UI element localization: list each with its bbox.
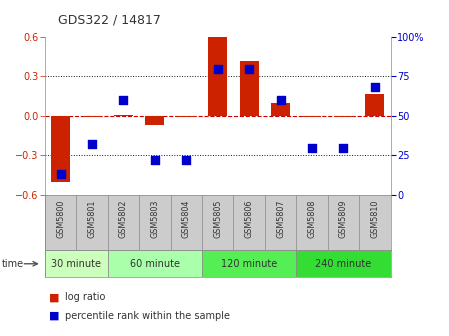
Bar xyxy=(303,116,321,117)
Text: 30 minute: 30 minute xyxy=(51,259,101,269)
Text: GSM5805: GSM5805 xyxy=(213,199,222,238)
Bar xyxy=(114,115,133,116)
Text: GSM5809: GSM5809 xyxy=(339,199,348,238)
Point xyxy=(151,158,158,163)
Point xyxy=(277,97,284,103)
Text: time: time xyxy=(2,259,24,269)
Bar xyxy=(296,250,391,277)
Text: 120 minute: 120 minute xyxy=(221,259,277,269)
Bar xyxy=(45,250,108,277)
Text: GSM5810: GSM5810 xyxy=(370,199,379,238)
Bar xyxy=(240,60,259,116)
Point xyxy=(214,66,221,71)
Text: GSM5807: GSM5807 xyxy=(276,199,285,238)
Text: percentile rank within the sample: percentile rank within the sample xyxy=(65,311,230,321)
Text: GSM5808: GSM5808 xyxy=(308,199,317,238)
Point xyxy=(308,145,316,150)
Text: GSM5802: GSM5802 xyxy=(119,199,128,238)
Text: 240 minute: 240 minute xyxy=(315,259,372,269)
Bar xyxy=(83,116,101,117)
Text: GSM5800: GSM5800 xyxy=(56,199,65,238)
Text: ■: ■ xyxy=(49,292,60,302)
Text: log ratio: log ratio xyxy=(65,292,106,302)
Bar xyxy=(208,37,227,116)
Bar xyxy=(202,250,296,277)
Bar xyxy=(334,116,353,117)
Point xyxy=(246,66,253,71)
Point xyxy=(88,142,96,147)
Bar xyxy=(177,116,196,117)
Point xyxy=(57,172,64,177)
Text: GDS322 / 14817: GDS322 / 14817 xyxy=(58,14,161,27)
Bar xyxy=(108,250,202,277)
Bar xyxy=(271,103,290,116)
Text: GSM5801: GSM5801 xyxy=(88,199,97,238)
Text: GSM5804: GSM5804 xyxy=(182,199,191,238)
Bar xyxy=(51,116,70,182)
Bar xyxy=(145,116,164,125)
Text: ■: ■ xyxy=(49,311,60,321)
Point xyxy=(340,145,347,150)
Text: 60 minute: 60 minute xyxy=(130,259,180,269)
Point xyxy=(120,97,127,103)
Point xyxy=(183,158,190,163)
Point xyxy=(371,85,379,90)
Bar xyxy=(365,93,384,116)
Text: GSM5806: GSM5806 xyxy=(245,199,254,238)
Text: GSM5803: GSM5803 xyxy=(150,199,159,238)
